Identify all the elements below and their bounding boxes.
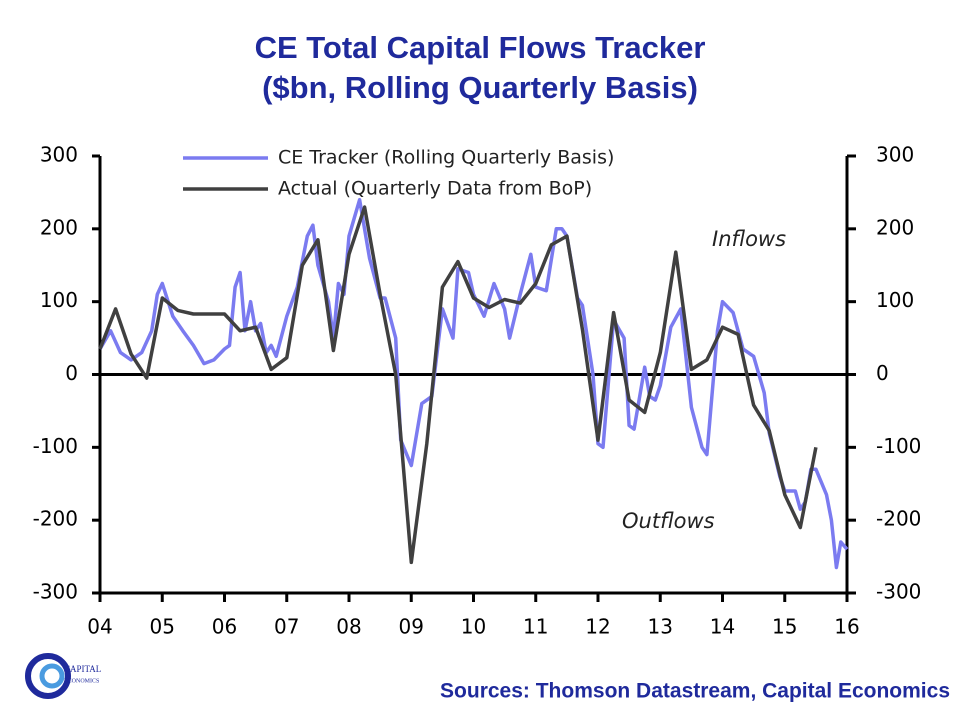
x-tick-label: 05 (150, 615, 175, 639)
x-tick-label: 13 (648, 615, 673, 639)
annotation: Outflows (622, 509, 715, 533)
chart-title: ($bn, Rolling Quarterly Basis) (262, 70, 698, 105)
logo-ring (25, 653, 71, 699)
chart-title: CE Total Capital Flows Tracker (255, 30, 706, 65)
y2-tick-label: -200 (876, 507, 921, 531)
y2-tick-label: -100 (876, 434, 921, 458)
legend-label: CE Tracker (Rolling Quarterly Basis) (278, 147, 614, 169)
y2-tick-label: 0 (876, 361, 889, 385)
x-tick-label: 04 (87, 615, 112, 639)
x-tick-label: 06 (212, 615, 237, 639)
logo-ring (39, 663, 65, 689)
y-tick-label: 300 (40, 143, 78, 167)
y-tick-label: 0 (65, 361, 78, 385)
x-tick-label: 10 (461, 615, 486, 639)
x-tick-label: 07 (274, 615, 299, 639)
y-tick-label: -300 (33, 580, 78, 604)
logo-text: CAPITAL (64, 664, 101, 674)
x-tick-label: 14 (710, 615, 735, 639)
y2-tick-label: 300 (876, 143, 914, 167)
y2-tick-label: 200 (876, 215, 914, 239)
logo: CAPITAL ECONOMICS (25, 653, 101, 699)
legend-label: Actual (Quarterly Data from BoP) (278, 178, 592, 200)
y-tick-label: 100 (40, 288, 78, 312)
y-tick-label: -200 (33, 507, 78, 531)
x-tick-label: 16 (834, 615, 859, 639)
y2-tick-label: 100 (876, 288, 914, 312)
y2-tick-label: -300 (876, 580, 921, 604)
source: Sources: Thomson Datastream, Capital Eco… (440, 680, 950, 703)
x-tick-label: 08 (336, 615, 361, 639)
series-line (98, 205, 818, 565)
x-tick-label: 11 (523, 615, 548, 639)
y-tick-label: -100 (33, 434, 78, 458)
x-tick-label: 09 (399, 615, 424, 639)
logo-text: ECONOMICS (64, 678, 99, 684)
x-tick-label: 15 (772, 615, 797, 639)
x-tick-label: 12 (585, 615, 610, 639)
series-line (98, 197, 849, 570)
y-tick-label: 200 (40, 215, 78, 239)
annotation: Inflows (712, 227, 786, 251)
